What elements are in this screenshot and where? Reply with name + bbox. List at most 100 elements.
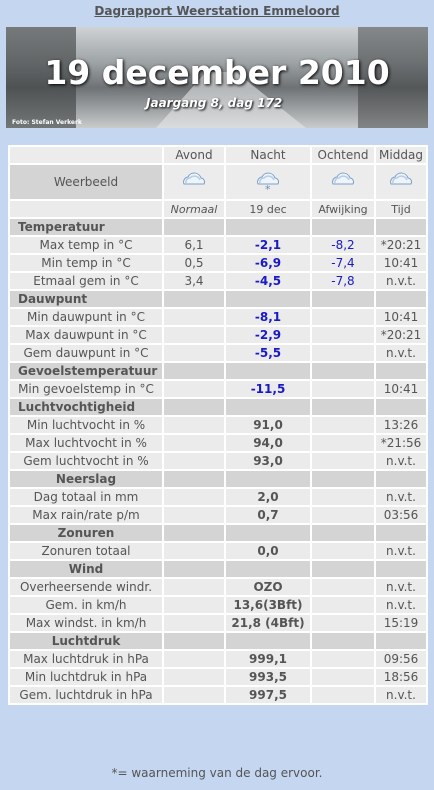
data-row: Max dauwpunt in °C -2,9 *20:21 bbox=[8, 325, 428, 345]
empty-cell bbox=[310, 289, 376, 309]
value-cell bbox=[162, 307, 226, 327]
empty-cell bbox=[310, 559, 376, 579]
value-cell: 15:19 bbox=[374, 613, 428, 633]
data-row: Gem luchtvocht in % 93,0 n.v.t. bbox=[8, 451, 428, 471]
value-cell bbox=[310, 307, 376, 327]
value-cell: 10:41 bbox=[374, 379, 428, 399]
value-cell: 10:41 bbox=[374, 253, 428, 273]
data-row: Etmaal gem in °C 3,4 -4,5 -7,8 n.v.t. bbox=[8, 271, 428, 291]
column-header: Middag bbox=[374, 145, 428, 165]
row-label: Weerbeeld bbox=[8, 163, 164, 201]
value-cell bbox=[162, 433, 226, 453]
empty-cell bbox=[310, 469, 376, 489]
value-cell bbox=[310, 577, 376, 597]
row-label: Etmaal gem in °C bbox=[8, 271, 164, 291]
empty-cell bbox=[224, 397, 312, 417]
value-cell: n.v.t. bbox=[374, 451, 428, 471]
banner: 19 december 2010 Jaargang 8, dag 172 Fot… bbox=[6, 27, 428, 128]
weather-icon-cell bbox=[310, 163, 376, 201]
section-title: Luchtdruk bbox=[8, 631, 164, 651]
value-cell: -4,5 bbox=[224, 271, 312, 291]
empty-cell bbox=[224, 631, 312, 651]
empty-cell bbox=[162, 361, 226, 381]
value-cell bbox=[162, 685, 226, 705]
value-cell: 18:56 bbox=[374, 667, 428, 687]
empty-cell bbox=[374, 523, 428, 543]
value-cell: -11,5 bbox=[224, 379, 312, 399]
data-row: Min temp in °C 0,5 -6,9 -7,4 10:41 bbox=[8, 253, 428, 273]
value-cell: 10:41 bbox=[374, 307, 428, 327]
value-cell bbox=[162, 415, 226, 435]
value-cell: 0,0 bbox=[224, 541, 312, 561]
value-cell: 2,0 bbox=[224, 487, 312, 507]
value-cell: 0,7 bbox=[224, 505, 312, 525]
data-row: Gem. in km/h 13,6(3Bft) n.v.t. bbox=[8, 595, 428, 615]
row-label: Min gevoelstemp in °C bbox=[8, 379, 164, 399]
section-title: Wind bbox=[8, 559, 164, 579]
value-cell bbox=[310, 667, 376, 687]
data-row: Min luchtdruk in hPa 993,5 18:56 bbox=[8, 667, 428, 687]
report-date: 19 december 2010 bbox=[44, 53, 390, 92]
row-label: Max windst. in km/h bbox=[8, 613, 164, 633]
empty-cell bbox=[162, 559, 226, 579]
weather-icon-cell bbox=[374, 163, 428, 201]
value-cell: n.v.t. bbox=[374, 541, 428, 561]
data-row: Gem. luchtdruk in hPa 997,5 n.v.t. bbox=[8, 685, 428, 705]
page-title[interactable]: Dagrapport Weerstation Emmeloord bbox=[94, 4, 340, 18]
column-header: Ochtend bbox=[310, 145, 376, 165]
column-header: Avond bbox=[162, 145, 226, 165]
empty-cell bbox=[374, 469, 428, 489]
data-row: Dag totaal in mm 2,0 n.v.t. bbox=[8, 487, 428, 507]
cloud-icon bbox=[390, 172, 413, 184]
empty-cell bbox=[374, 361, 428, 381]
row-label: Gem. luchtdruk in hPa bbox=[8, 685, 164, 705]
row-label: Dag totaal in mm bbox=[8, 487, 164, 507]
value-cell bbox=[310, 415, 376, 435]
value-cell bbox=[162, 505, 226, 525]
value-cell: 6,1 bbox=[162, 235, 226, 255]
data-row: Min luchtvocht in % 91,0 13:26 bbox=[8, 415, 428, 435]
value-cell: -7,4 bbox=[310, 253, 376, 273]
report-subtitle: Jaargang 8, dag 172 bbox=[146, 96, 283, 110]
row-label: Max luchtvocht in % bbox=[8, 433, 164, 453]
subheader-row: Normaal 19 dec Afwijking Tijd bbox=[8, 199, 428, 219]
value-cell bbox=[162, 595, 226, 615]
data-row: Max luchtdruk in hPa 999,1 09:56 bbox=[8, 649, 428, 669]
row-label: Max rain/rate p/m bbox=[8, 505, 164, 525]
value-cell bbox=[310, 595, 376, 615]
value-cell: 13,6(3Bft) bbox=[224, 595, 312, 615]
empty-cell bbox=[374, 397, 428, 417]
empty-cell bbox=[374, 217, 428, 237]
subheader: Afwijking bbox=[310, 199, 376, 219]
value-cell: -7,8 bbox=[310, 271, 376, 291]
section-row: Luchtvochtigheid bbox=[8, 397, 428, 417]
section-row: Dauwpunt bbox=[8, 289, 428, 309]
value-cell: -8,2 bbox=[310, 235, 376, 255]
row-label: Max temp in °C bbox=[8, 235, 164, 255]
value-cell: n.v.t. bbox=[374, 577, 428, 597]
data-row: Overheersende windr. OZO n.v.t. bbox=[8, 577, 428, 597]
section-title: Neerslag bbox=[8, 469, 164, 489]
row-label: Gem dauwpunt in °C bbox=[8, 343, 164, 363]
empty-cell bbox=[374, 559, 428, 579]
value-cell: n.v.t. bbox=[374, 343, 428, 363]
value-cell: 91,0 bbox=[224, 415, 312, 435]
banner-photo bbox=[6, 27, 428, 128]
value-cell bbox=[162, 577, 226, 597]
value-cell: 0,5 bbox=[162, 253, 226, 273]
row-label: Zonuren totaal bbox=[8, 541, 164, 561]
weather-row: Weerbeeld * bbox=[8, 163, 428, 201]
value-cell: -2,9 bbox=[224, 325, 312, 345]
data-row: Max luchtvocht in % 94,0 *21:56 bbox=[8, 433, 428, 453]
value-cell: 21,8 (4Bft) bbox=[224, 613, 312, 633]
column-header: Nacht bbox=[224, 145, 312, 165]
value-cell: 13:26 bbox=[374, 415, 428, 435]
section-row: Luchtdruk bbox=[8, 631, 428, 651]
empty-cell bbox=[310, 217, 376, 237]
svg-text:*: * bbox=[265, 183, 271, 196]
row-label: Max dauwpunt in °C bbox=[8, 325, 164, 345]
value-cell: 997,5 bbox=[224, 685, 312, 705]
empty-cell bbox=[374, 631, 428, 651]
value-cell bbox=[162, 613, 226, 633]
empty-cell bbox=[224, 523, 312, 543]
